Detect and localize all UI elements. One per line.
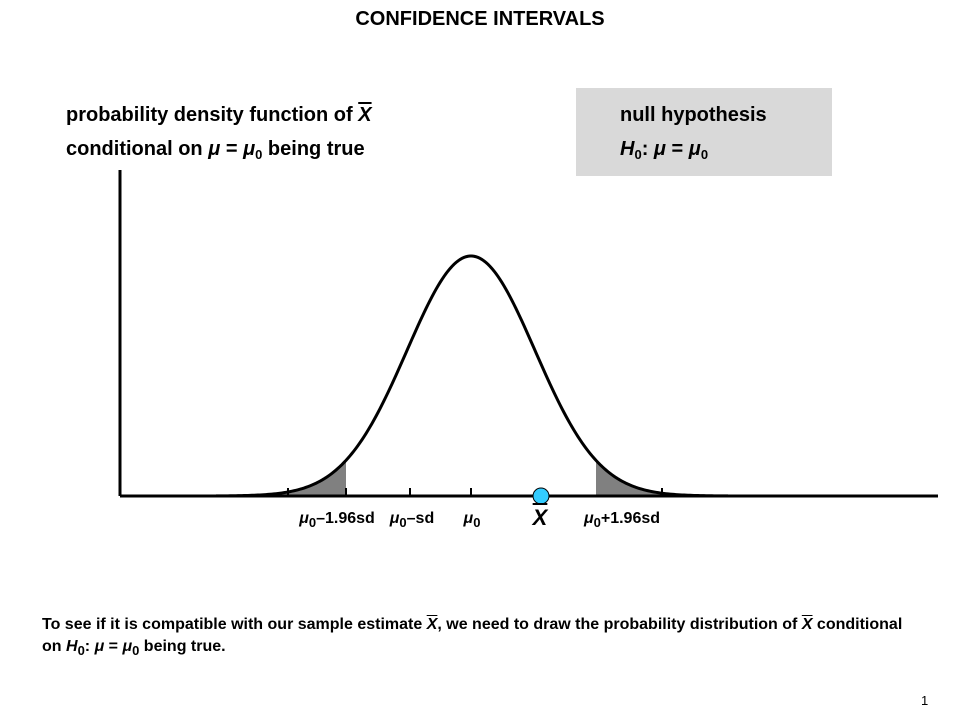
- caption-text: being true.: [139, 638, 226, 655]
- xbar-symbol: X: [358, 104, 372, 126]
- h-symbol: H: [66, 638, 78, 655]
- h-symbol: H: [620, 138, 635, 160]
- label-lower-196sd: μ0–1.96sd: [299, 510, 375, 530]
- label-xbar: X: [532, 505, 548, 530]
- subscript: 0: [132, 643, 140, 658]
- equals-sign: =: [665, 138, 689, 160]
- label-mu0: μ0: [463, 510, 481, 530]
- page-number: 1: [921, 693, 929, 708]
- mu-symbol: μ: [463, 510, 474, 527]
- caption: To see if it is compatible with our samp…: [42, 614, 922, 658]
- label-text: –1.96sd: [316, 510, 375, 527]
- mu0-symbol: μ: [688, 138, 701, 160]
- equals-sign: =: [220, 138, 244, 160]
- label-upper-196sd: μ0+1.96sd: [583, 510, 661, 530]
- subscript: 0: [473, 515, 481, 530]
- density-curve: [215, 254, 729, 498]
- pdf-label: probability density function of X condit…: [66, 98, 372, 166]
- subscript: 0: [700, 147, 709, 162]
- mu-symbol: μ: [653, 138, 666, 160]
- slide-title: CONFIDENCE INTERVALS: [355, 8, 605, 30]
- caption-text: =: [104, 638, 123, 655]
- pdf-label-text: probability density function of: [66, 104, 359, 126]
- label-text: –sd: [406, 510, 435, 527]
- mu0-symbol: μ: [243, 138, 256, 160]
- subscript: 0: [634, 147, 642, 162]
- xbar-symbol: X: [426, 616, 438, 633]
- null-hypothesis-box: null hypothesis H0: μ = μ0: [576, 88, 832, 176]
- xbar-symbol: X: [801, 616, 813, 633]
- caption-text: , we need to draw the probability distri…: [437, 616, 802, 633]
- null-hypothesis-heading: null hypothesis: [620, 104, 767, 126]
- label-lower-sd: μ0–sd: [389, 510, 435, 530]
- right-tail-area: [596, 460, 728, 496]
- subscript: 0: [593, 515, 601, 530]
- subscript: 0: [255, 147, 263, 162]
- subscript: 0: [399, 515, 407, 530]
- caption-text: conditional on: [42, 616, 903, 655]
- pdf-label-text: being true: [262, 138, 365, 160]
- pdf-label-line2: conditional on μ = μ0 being true: [66, 132, 372, 166]
- mu0-symbol: μ: [122, 638, 133, 655]
- pdf-label-text: conditional on: [66, 138, 209, 160]
- mu-symbol: μ: [208, 138, 221, 160]
- pdf-label-line1: probability density function of X: [66, 98, 372, 132]
- null-hypothesis-text: null hypothesis H0: μ = μ0: [620, 98, 767, 166]
- mu-symbol: μ: [583, 510, 594, 527]
- caption-text: To see if it is compatible with our samp…: [42, 616, 427, 633]
- colon: :: [641, 138, 654, 160]
- mu-symbol: μ: [299, 510, 309, 527]
- subscript: 0: [77, 643, 85, 658]
- mu-symbol: μ: [389, 510, 400, 527]
- subscript: 0: [308, 515, 317, 530]
- sample-mean-marker: [532, 487, 550, 505]
- null-hypothesis-equation: H0: μ = μ0: [620, 132, 767, 166]
- left-tail-area: [216, 460, 346, 496]
- label-text: +1.96sd: [600, 510, 661, 527]
- mu-symbol: μ: [94, 638, 105, 655]
- caption-text: :: [84, 638, 95, 655]
